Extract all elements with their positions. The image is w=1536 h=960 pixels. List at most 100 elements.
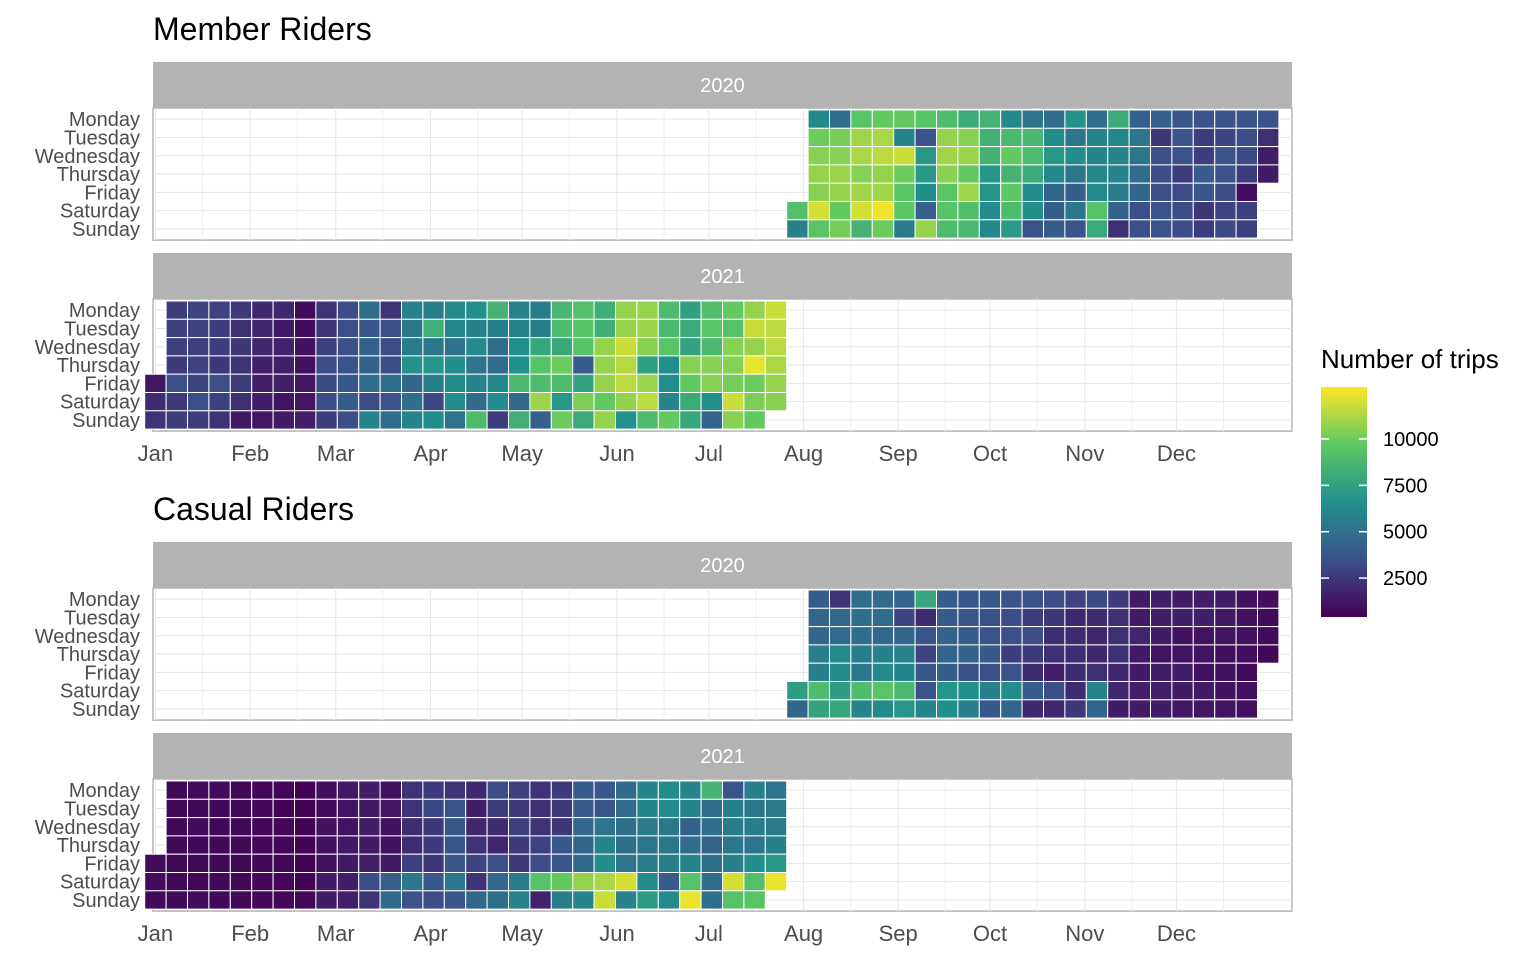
heatmap-cell — [1171, 127, 1194, 148]
heatmap-cell — [1150, 607, 1173, 628]
heatmap-cell — [572, 318, 595, 339]
heatmap-cell — [679, 780, 702, 800]
heatmap-cell — [1000, 589, 1023, 609]
heatmap-cell — [1171, 109, 1194, 129]
day-tick-label: Monday — [69, 589, 140, 611]
heatmap-cell — [486, 835, 510, 855]
heatmap-cell — [336, 817, 360, 837]
heatmap-cell — [251, 373, 274, 394]
heatmap-cell — [443, 780, 467, 800]
heatmap-cell — [187, 798, 210, 819]
heatmap-cell — [957, 219, 980, 239]
heatmap-cell — [550, 835, 574, 855]
heatmap-cell — [272, 410, 296, 430]
heatmap-cell — [679, 853, 702, 874]
heatmap-cell — [978, 699, 1002, 719]
heatmap-cell — [165, 300, 189, 320]
month-tick-label: Jul — [695, 441, 723, 466]
day-tick-label: Monday — [69, 780, 140, 802]
heatmap-cell — [1235, 681, 1258, 701]
heatmap-cell — [657, 890, 681, 910]
heatmap-cell — [807, 644, 830, 664]
heatmap-cell — [743, 835, 766, 855]
heatmap-cell — [807, 127, 830, 148]
heatmap-cell — [957, 662, 980, 683]
heatmap-cell — [850, 589, 873, 609]
heatmap-cell — [936, 109, 959, 129]
heatmap-cell — [1043, 109, 1066, 129]
panel-title: Casual Riders — [153, 491, 354, 527]
heatmap-cell — [657, 410, 681, 430]
heatmap-cell — [1214, 219, 1237, 239]
heatmap-cell — [593, 890, 616, 910]
heatmap-cell — [1085, 607, 1109, 628]
heatmap-cell — [550, 890, 574, 910]
heatmap-cell — [272, 337, 296, 357]
heatmap-cell — [165, 410, 189, 430]
heatmap-cell — [486, 853, 510, 874]
heatmap-cell — [1150, 589, 1173, 609]
heatmap-cell — [379, 872, 403, 892]
heatmap-cell — [615, 890, 638, 910]
heatmap-cell — [1257, 164, 1280, 184]
heatmap-cell — [550, 373, 574, 394]
heatmap-cell — [272, 817, 296, 837]
day-tick-label: Monday — [69, 300, 140, 322]
heatmap-cell — [572, 780, 595, 800]
heatmap-cell — [1021, 164, 1044, 184]
heatmap-cell — [786, 219, 809, 239]
heatmap-cell — [229, 780, 253, 800]
heatmap-cell — [871, 589, 895, 609]
heatmap-cell — [871, 699, 895, 719]
heatmap-cell — [871, 681, 895, 701]
heatmap-cell — [1000, 219, 1023, 239]
heatmap-cell — [229, 890, 253, 910]
heatmap-cell — [615, 835, 638, 855]
heatmap-cell — [187, 853, 210, 874]
heatmap-cell — [1000, 626, 1023, 646]
heatmap-cell — [1150, 182, 1173, 202]
heatmap-cell — [957, 127, 980, 148]
heatmap-cell — [358, 817, 381, 837]
heatmap-cell — [251, 410, 274, 430]
heatmap-cell — [294, 392, 317, 412]
heatmap-cell — [251, 300, 274, 320]
heatmap-cell — [1128, 109, 1151, 129]
heatmap-cell — [829, 626, 852, 646]
heatmap-cell — [379, 373, 403, 394]
heatmap-cell — [936, 681, 959, 701]
heatmap-cell — [1192, 626, 1216, 646]
heatmap-cell — [1021, 589, 1044, 609]
heatmap-cell — [914, 699, 937, 719]
heatmap-cell — [829, 589, 852, 609]
heatmap-cell — [465, 835, 488, 855]
day-tick-label: Thursday — [57, 355, 140, 377]
heatmap-cell — [1214, 644, 1237, 664]
heatmap-cell — [615, 872, 638, 892]
heatmap-cell — [229, 300, 253, 320]
heatmap-cell — [743, 318, 766, 339]
heatmap-cell — [272, 890, 296, 910]
heatmap-cell — [272, 355, 296, 375]
heatmap-cell — [1257, 589, 1280, 609]
heatmap-cell — [422, 890, 445, 910]
facet-strip-label: 2021 — [700, 746, 745, 768]
heatmap-cell — [336, 300, 360, 320]
heatmap-cell — [1107, 626, 1130, 646]
heatmap-cell — [700, 337, 723, 357]
heatmap-cell — [743, 817, 766, 837]
facet-2020: 2020 MondayTuesdayWednesdayThursdayFriday… — [35, 542, 1293, 721]
heatmap-cell — [978, 644, 1002, 664]
heatmap-cell — [486, 410, 510, 430]
heatmap-cell — [743, 410, 766, 430]
heatmap-cell — [508, 835, 531, 855]
heatmap-cell — [1064, 589, 1087, 609]
heatmap-cell — [1257, 146, 1280, 166]
heatmap-cell — [593, 373, 616, 394]
day-tick-label: Tuesday — [64, 318, 140, 340]
heatmap-cell — [1000, 607, 1023, 628]
heatmap-cell — [1043, 681, 1066, 701]
heatmap-cell — [679, 373, 702, 394]
heatmap-cell — [1257, 607, 1280, 628]
heatmap-cell — [1064, 109, 1087, 129]
